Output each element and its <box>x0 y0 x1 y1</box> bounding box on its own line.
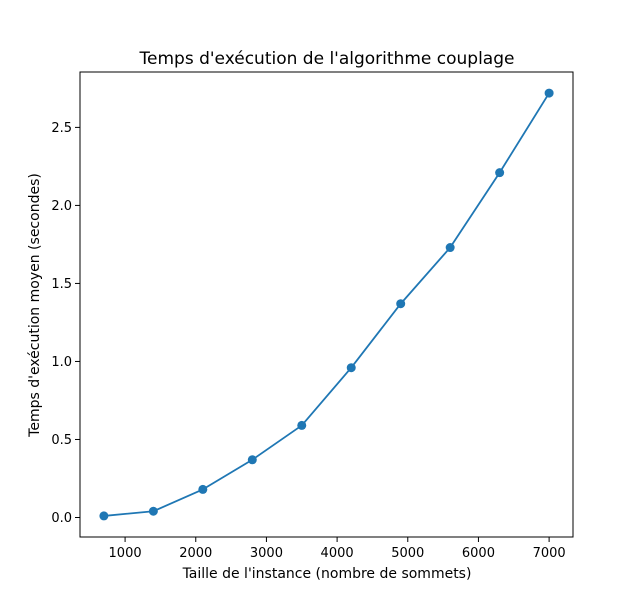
y-tick-label: 0.0 <box>51 511 72 526</box>
x-tick-label: 3000 <box>250 546 283 561</box>
data-point <box>544 88 554 98</box>
x-tick-label: 1000 <box>109 546 142 561</box>
x-tick-label: 7000 <box>533 546 566 561</box>
data-point <box>297 420 307 430</box>
data-point <box>148 506 158 516</box>
plot-frame <box>79 71 574 538</box>
data-point <box>198 484 208 494</box>
x-axis-label: Taille de l'instance (nombre de sommets) <box>182 566 472 582</box>
data-point <box>396 299 406 309</box>
chart-title: Temps d'exécution de l'algorithme coupla… <box>139 49 515 69</box>
x-tick-label: 2000 <box>179 546 212 561</box>
y-tick-label: 1.5 <box>51 277 72 292</box>
x-tick-label: 6000 <box>462 546 495 561</box>
y-tick-label: 2.5 <box>51 121 72 136</box>
y-tick-label: 0.5 <box>51 433 72 448</box>
x-tick-label: 4000 <box>321 546 354 561</box>
y-axis-label: Temps d'exécution moyen (secondes) <box>27 173 43 438</box>
data-point <box>247 455 257 465</box>
x-tick-label: 5000 <box>391 546 424 561</box>
data-point <box>495 168 505 178</box>
plot-area: 1000 2000 3000 4000 5000 6000 7000 0.0 0.5 1.0 1.5… <box>51 71 574 561</box>
data-point <box>99 511 109 521</box>
y-tick-label: 1.0 <box>51 355 72 370</box>
data-point <box>445 243 455 253</box>
series-line <box>103 92 550 517</box>
data-point <box>346 363 356 373</box>
y-tick-label: 2.0 <box>51 199 72 214</box>
